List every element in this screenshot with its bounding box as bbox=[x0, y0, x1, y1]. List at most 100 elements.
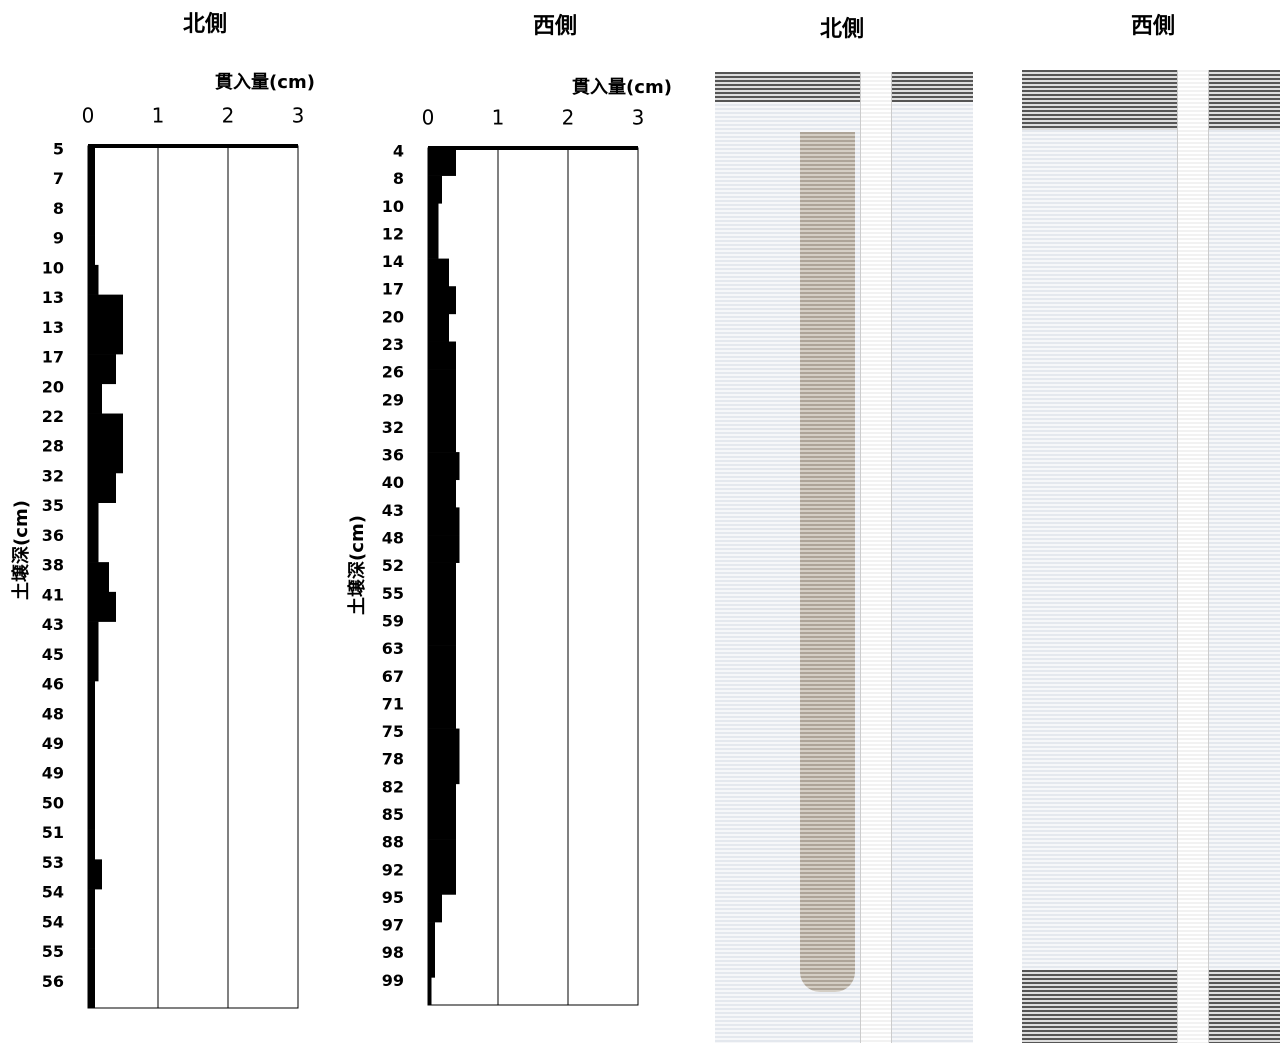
bar bbox=[428, 894, 442, 922]
y-tick-label: 38 bbox=[42, 556, 64, 575]
bar bbox=[428, 369, 456, 397]
y-tick-label: 55 bbox=[382, 584, 404, 603]
bar bbox=[428, 424, 456, 452]
y-tick-label: 49 bbox=[42, 764, 64, 783]
bar bbox=[428, 314, 449, 342]
bar bbox=[428, 535, 460, 563]
bar bbox=[88, 414, 123, 444]
bar bbox=[88, 443, 123, 473]
y-tick-label: 54 bbox=[42, 883, 64, 902]
y-tick-label: 75 bbox=[382, 722, 404, 741]
x-tick-label: 0 bbox=[422, 106, 435, 130]
y-tick-label: 48 bbox=[42, 704, 64, 723]
y-tick-label: 17 bbox=[382, 280, 404, 299]
bar bbox=[88, 800, 95, 830]
x-tick-label: 3 bbox=[632, 106, 645, 130]
bar bbox=[88, 205, 95, 235]
bar bbox=[428, 590, 456, 618]
y-tick-label: 20 bbox=[42, 377, 64, 396]
y-tick-label: 85 bbox=[382, 805, 404, 824]
bar bbox=[88, 711, 95, 741]
bar bbox=[88, 265, 99, 295]
y-tick-label: 41 bbox=[42, 585, 64, 604]
y-tick-label: 45 bbox=[42, 645, 64, 664]
y-tick-label: 32 bbox=[382, 418, 404, 437]
bar bbox=[88, 622, 99, 652]
y-tick-label: 8 bbox=[53, 199, 64, 218]
x-axis-label: 貫入量(cm) bbox=[215, 71, 315, 93]
bar bbox=[88, 473, 116, 503]
bar bbox=[88, 592, 116, 622]
plot-area bbox=[428, 148, 638, 1005]
chart-title: 西側 bbox=[533, 14, 577, 39]
bar bbox=[88, 146, 95, 176]
y-tick-label: 48 bbox=[382, 529, 404, 548]
bar bbox=[88, 384, 102, 414]
y-tick-label: 49 bbox=[42, 734, 64, 753]
bar bbox=[428, 618, 456, 646]
bar bbox=[88, 681, 95, 711]
bar bbox=[428, 977, 432, 1005]
y-tick-label: 59 bbox=[382, 611, 404, 630]
y-tick-label: 51 bbox=[42, 823, 64, 842]
bar bbox=[428, 203, 439, 231]
x-tick-label: 1 bbox=[152, 104, 165, 128]
bar bbox=[428, 646, 456, 674]
y-tick-label: 53 bbox=[42, 853, 64, 872]
y-tick-label: 17 bbox=[42, 348, 64, 367]
y-tick-label: 82 bbox=[382, 777, 404, 796]
bar bbox=[88, 324, 123, 354]
x-tick-label: 1 bbox=[492, 106, 505, 130]
y-axis-label: 土壌深(cm) bbox=[346, 515, 368, 615]
bar bbox=[88, 919, 95, 949]
y-tick-label: 13 bbox=[42, 288, 64, 307]
y-tick-label: 26 bbox=[382, 363, 404, 382]
y-tick-label: 10 bbox=[382, 197, 404, 216]
y-tick-label: 40 bbox=[382, 473, 404, 492]
x-tick-label: 0 bbox=[82, 104, 95, 128]
y-tick-label: 56 bbox=[42, 972, 64, 991]
bar bbox=[88, 503, 99, 533]
bar bbox=[88, 176, 95, 206]
y-tick-label: 28 bbox=[42, 437, 64, 456]
bar bbox=[88, 532, 99, 562]
y-tick-label: 88 bbox=[382, 833, 404, 852]
y-tick-label: 78 bbox=[382, 750, 404, 769]
y-tick-label: 97 bbox=[382, 916, 404, 935]
bar bbox=[88, 830, 95, 860]
bar bbox=[428, 729, 460, 757]
bar bbox=[428, 452, 460, 480]
y-tick-label: 23 bbox=[382, 335, 404, 354]
bar bbox=[428, 480, 456, 508]
y-tick-label: 29 bbox=[382, 390, 404, 409]
bar bbox=[88, 949, 95, 979]
y-tick-label: 36 bbox=[42, 526, 64, 545]
bar bbox=[88, 740, 95, 770]
photo-title: 西側 bbox=[1131, 14, 1175, 39]
y-tick-label: 43 bbox=[42, 615, 64, 634]
bar bbox=[428, 563, 456, 591]
y-tick-label: 43 bbox=[382, 501, 404, 520]
y-tick-label: 71 bbox=[382, 694, 404, 713]
x-tick-label: 3 bbox=[292, 104, 305, 128]
x-tick-label: 2 bbox=[562, 106, 575, 130]
bar bbox=[428, 701, 456, 729]
bar bbox=[88, 354, 116, 384]
bar bbox=[428, 286, 456, 314]
y-tick-label: 50 bbox=[42, 793, 64, 812]
plot-area bbox=[88, 146, 298, 1008]
y-tick-label: 99 bbox=[382, 971, 404, 990]
y-tick-label: 12 bbox=[382, 224, 404, 243]
y-tick-label: 36 bbox=[382, 446, 404, 465]
bar bbox=[428, 784, 456, 812]
y-tick-label: 5 bbox=[53, 140, 64, 159]
y-tick-label: 32 bbox=[42, 466, 64, 485]
y-tick-label: 98 bbox=[382, 943, 404, 962]
bar bbox=[428, 342, 456, 370]
bar bbox=[88, 770, 95, 800]
y-tick-label: 4 bbox=[393, 142, 404, 161]
chart-title: 北側 bbox=[183, 12, 227, 37]
bar bbox=[428, 176, 442, 204]
bar bbox=[428, 811, 456, 839]
bar bbox=[428, 259, 449, 287]
